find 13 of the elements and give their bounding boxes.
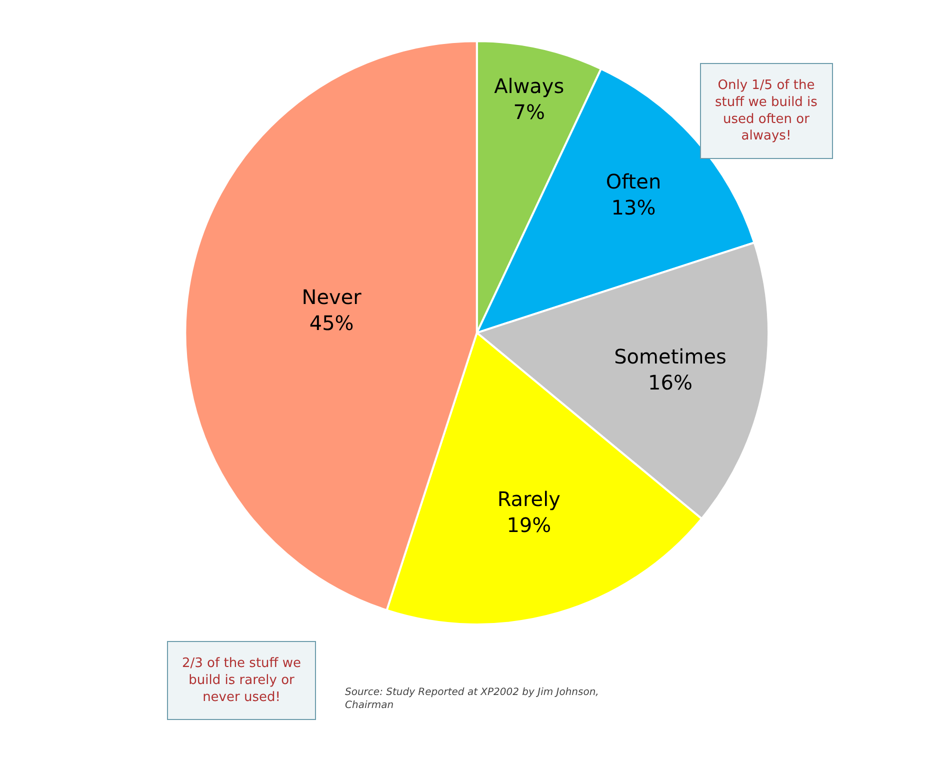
text: 2/3 of the stuff we build is rarely or never used! [182,656,302,705]
slice-label: Rarely [497,487,561,512]
text: Only 1/5 of the stuff we build is used often or always! [715,78,818,144]
slice-label: Never [302,284,362,309]
slice-label: Often [606,170,662,194]
source-note: Source: Study Reported at XP2002 by Jim Johnson, Chairman [345,687,599,711]
data-label: 13% [611,196,656,220]
slice-label: Always [494,74,564,98]
slice-label: Sometimes [614,344,726,369]
data-label: 45% [309,310,354,335]
data-label: 19% [506,513,552,538]
data-label: 7% [513,100,545,124]
data-label: 16% [648,370,692,395]
